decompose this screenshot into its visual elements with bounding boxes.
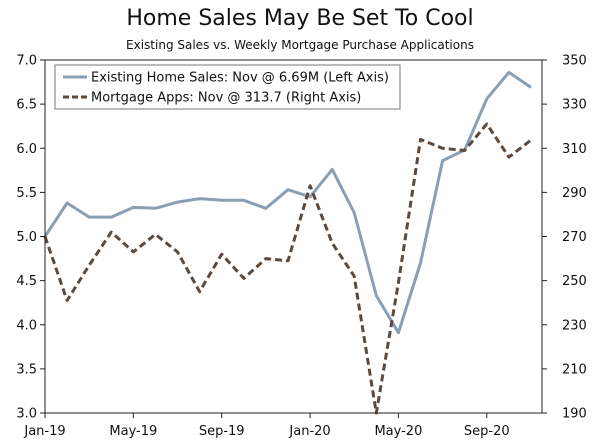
y-axis-left: 3.0 3.5 4.0 4.5 5.0 5.5 6.0 6.5 7.0 bbox=[16, 54, 45, 422]
left-tick-label: 5.0 bbox=[16, 230, 37, 245]
legend: Existing Home Sales: Nov @ 6.69M (Left A… bbox=[54, 64, 401, 110]
x-tick-label: Jan-19 bbox=[23, 424, 65, 439]
left-tick-label: 6.5 bbox=[16, 98, 37, 113]
right-tick-label: 210 bbox=[562, 362, 587, 377]
plot-border bbox=[44, 59, 543, 414]
legend-label: Existing Home Sales: Nov @ 6.69M (Left A… bbox=[91, 71, 389, 86]
series-line-existing-home-sales bbox=[43, 70, 532, 335]
x-tick-label: May-20 bbox=[374, 424, 422, 439]
x-tick-label: Sep-20 bbox=[464, 424, 510, 439]
x-axis: Jan-19 May-19 Sep-19 Jan-20 May-20 Sep-20 bbox=[23, 413, 510, 439]
left-tick-label: 4.5 bbox=[16, 274, 37, 289]
left-tick-label: 3.0 bbox=[16, 407, 37, 422]
x-tick-label: Jan-20 bbox=[288, 424, 330, 439]
left-tick-label: 4.0 bbox=[16, 318, 37, 333]
y-axis-right: 190 210 230 250 270 290 310 330 350 bbox=[542, 54, 587, 422]
right-tick-label: 250 bbox=[562, 274, 587, 289]
chart-title: Home Sales May Be Set To Cool bbox=[126, 6, 474, 31]
legend-box bbox=[54, 64, 401, 110]
left-tick-label: 5.5 bbox=[16, 186, 37, 201]
x-tick-label: Sep-19 bbox=[199, 424, 245, 439]
series-layer bbox=[43, 70, 532, 415]
legend-label: Mortgage Apps: Nov @ 313.7 (Right Axis) bbox=[91, 91, 361, 106]
left-tick-label: 3.5 bbox=[16, 362, 37, 377]
plot-frame bbox=[44, 59, 543, 414]
right-tick-label: 230 bbox=[562, 318, 587, 333]
left-tick-label: 7.0 bbox=[16, 54, 37, 69]
right-tick-label: 330 bbox=[562, 98, 587, 113]
right-tick-label: 290 bbox=[562, 186, 587, 201]
x-tick-label: May-19 bbox=[109, 424, 157, 439]
right-tick-label: 190 bbox=[562, 407, 587, 422]
chart-subtitle: Existing Sales vs. Weekly Mortgage Purch… bbox=[126, 38, 474, 52]
right-tick-label: 310 bbox=[562, 142, 587, 157]
right-tick-label: 270 bbox=[562, 230, 587, 245]
left-tick-label: 6.0 bbox=[16, 142, 37, 157]
right-tick-label: 350 bbox=[562, 54, 587, 69]
series-line-mortgage-apps bbox=[43, 122, 532, 415]
